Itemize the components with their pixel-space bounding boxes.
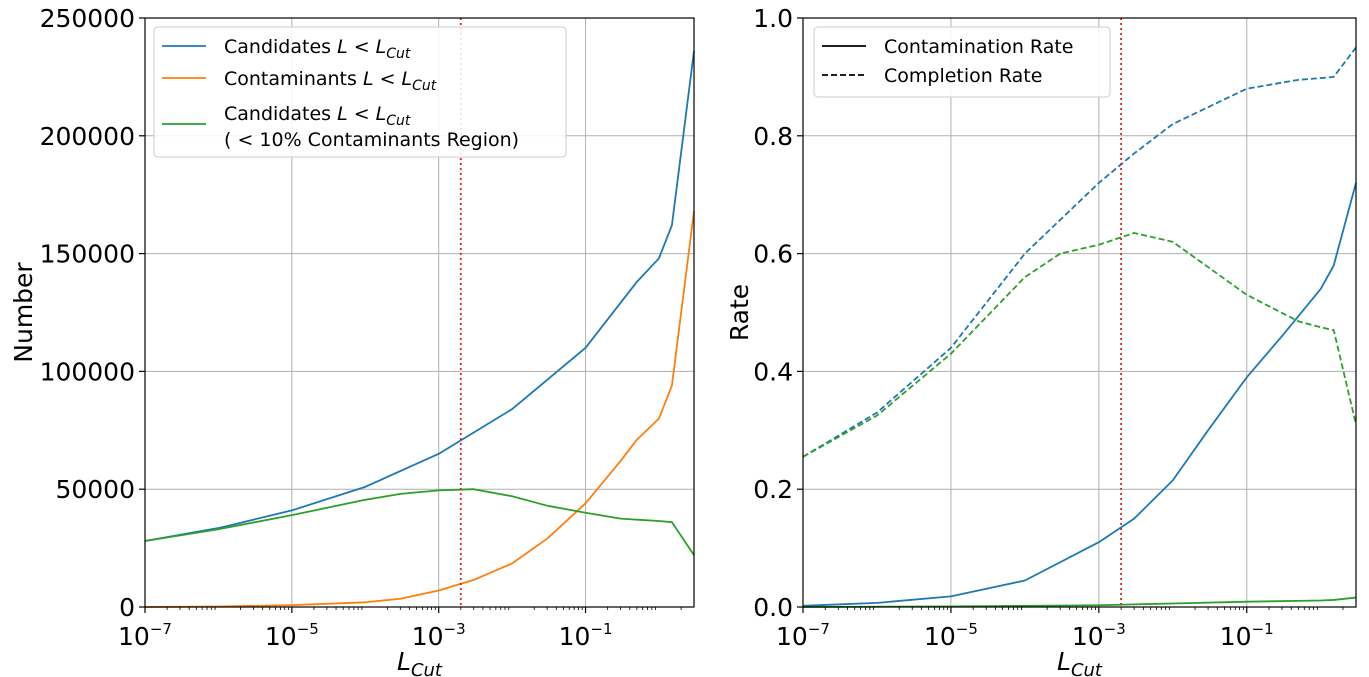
x-tick-label: 10−1 bbox=[1220, 620, 1274, 651]
y-tick-label: 50000 bbox=[55, 475, 135, 504]
legend-label: Contaminants L < LCut bbox=[224, 68, 437, 94]
x-tick-label: 10−3 bbox=[412, 620, 466, 651]
series-line-1 bbox=[802, 232, 1357, 458]
series-line-3 bbox=[802, 596, 1357, 608]
x-tick-label: 10−5 bbox=[924, 620, 978, 651]
y-tick-label: 0.8 bbox=[753, 122, 793, 151]
x-tick-label: 10−7 bbox=[776, 620, 830, 651]
series-line-1 bbox=[144, 211, 695, 608]
x-tick-label: 10−5 bbox=[265, 620, 319, 651]
y-tick-label: 200000 bbox=[40, 122, 135, 151]
x-tick-label: 10−3 bbox=[1072, 620, 1126, 651]
legend: Candidates L < LCut Contaminants L < LCut… bbox=[153, 26, 567, 158]
y-tick-label: 0.4 bbox=[753, 357, 793, 386]
x-axis-label: LCut bbox=[397, 647, 443, 677]
y-tick-label: 0.2 bbox=[753, 475, 793, 504]
y-tick-label: 0.6 bbox=[753, 240, 793, 269]
y-tick-label: 0 bbox=[119, 593, 135, 622]
y-tick-label: 250000 bbox=[40, 4, 135, 33]
x-tick-label: 10−7 bbox=[118, 620, 172, 651]
series-group bbox=[802, 46, 1357, 608]
legend-box bbox=[153, 26, 567, 158]
legend: Contamination Rate Completion Rate bbox=[813, 26, 1111, 98]
series-group bbox=[144, 50, 695, 608]
y-tick-label: 150000 bbox=[40, 240, 135, 269]
grid bbox=[802, 17, 1356, 608]
legend-label: Candidates L < LCut bbox=[224, 103, 411, 129]
right-chart-panel: 10−7 10−5 10−3 10−1 0.0 0.2 0.4 0.6 0.8 1.0 LCut Ra… bbox=[725, 4, 1357, 677]
y-axis-label: Rate bbox=[725, 284, 754, 341]
series-line-0 bbox=[144, 50, 695, 542]
x-tick-label: 10−1 bbox=[559, 620, 613, 651]
axes-frame bbox=[802, 17, 1357, 608]
y-axis-label: Number bbox=[9, 262, 38, 363]
x-axis-label: LCut bbox=[1057, 647, 1103, 677]
legend-label: Candidates L < LCut bbox=[224, 36, 411, 62]
left-chart-panel: 10−7 10−5 10−3 10−1 0 50000 100000 150000 200000… bbox=[9, 4, 695, 677]
legend-label-line2: ( < 10% Contaminants Region) bbox=[224, 129, 519, 151]
y-tick-label: 1.0 bbox=[753, 4, 793, 33]
y-tick-label: 100000 bbox=[40, 357, 135, 386]
series-line-2 bbox=[802, 182, 1357, 607]
legend-box bbox=[813, 26, 1111, 98]
y-tick-label: 0.0 bbox=[753, 593, 793, 622]
legend-label: Completion Rate bbox=[884, 65, 1042, 87]
legend-label: Contamination Rate bbox=[884, 36, 1074, 58]
axes-frame bbox=[144, 17, 695, 608]
series-line-2 bbox=[144, 488, 695, 556]
series-line-0 bbox=[802, 46, 1357, 458]
